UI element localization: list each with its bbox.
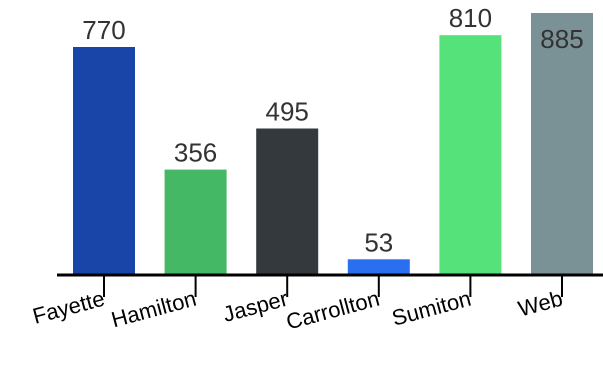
value-labels-group: 770 356 495 53 810 885	[82, 3, 583, 257]
x-tick-label-web: Web	[516, 286, 566, 322]
x-tick-label-fayette: Fayette	[30, 286, 107, 329]
value-label-fayette: 770	[82, 15, 125, 45]
value-label-sumiton: 810	[449, 3, 492, 33]
bar-web	[531, 13, 593, 275]
x-tick-label-hamilton: Hamilton	[109, 286, 199, 333]
bars-group	[73, 13, 593, 276]
bar-jasper	[256, 128, 319, 275]
value-label-jasper: 495	[266, 97, 309, 127]
x-tick-label-sumiton: Sumiton	[389, 286, 473, 331]
x-tick-label-jasper: Jasper	[220, 286, 290, 327]
bar-fayette	[73, 47, 135, 275]
value-label-web: 885	[540, 24, 583, 54]
bar-carrollton	[347, 259, 410, 275]
value-label-carrollton: 53	[364, 227, 393, 257]
x-tick-label-carrollton: Carrollton	[283, 286, 382, 335]
value-label-hamilton: 356	[174, 138, 217, 168]
bar-hamilton	[164, 169, 227, 275]
x-ticks-group	[103, 275, 563, 297]
bar-sumiton	[439, 35, 502, 276]
